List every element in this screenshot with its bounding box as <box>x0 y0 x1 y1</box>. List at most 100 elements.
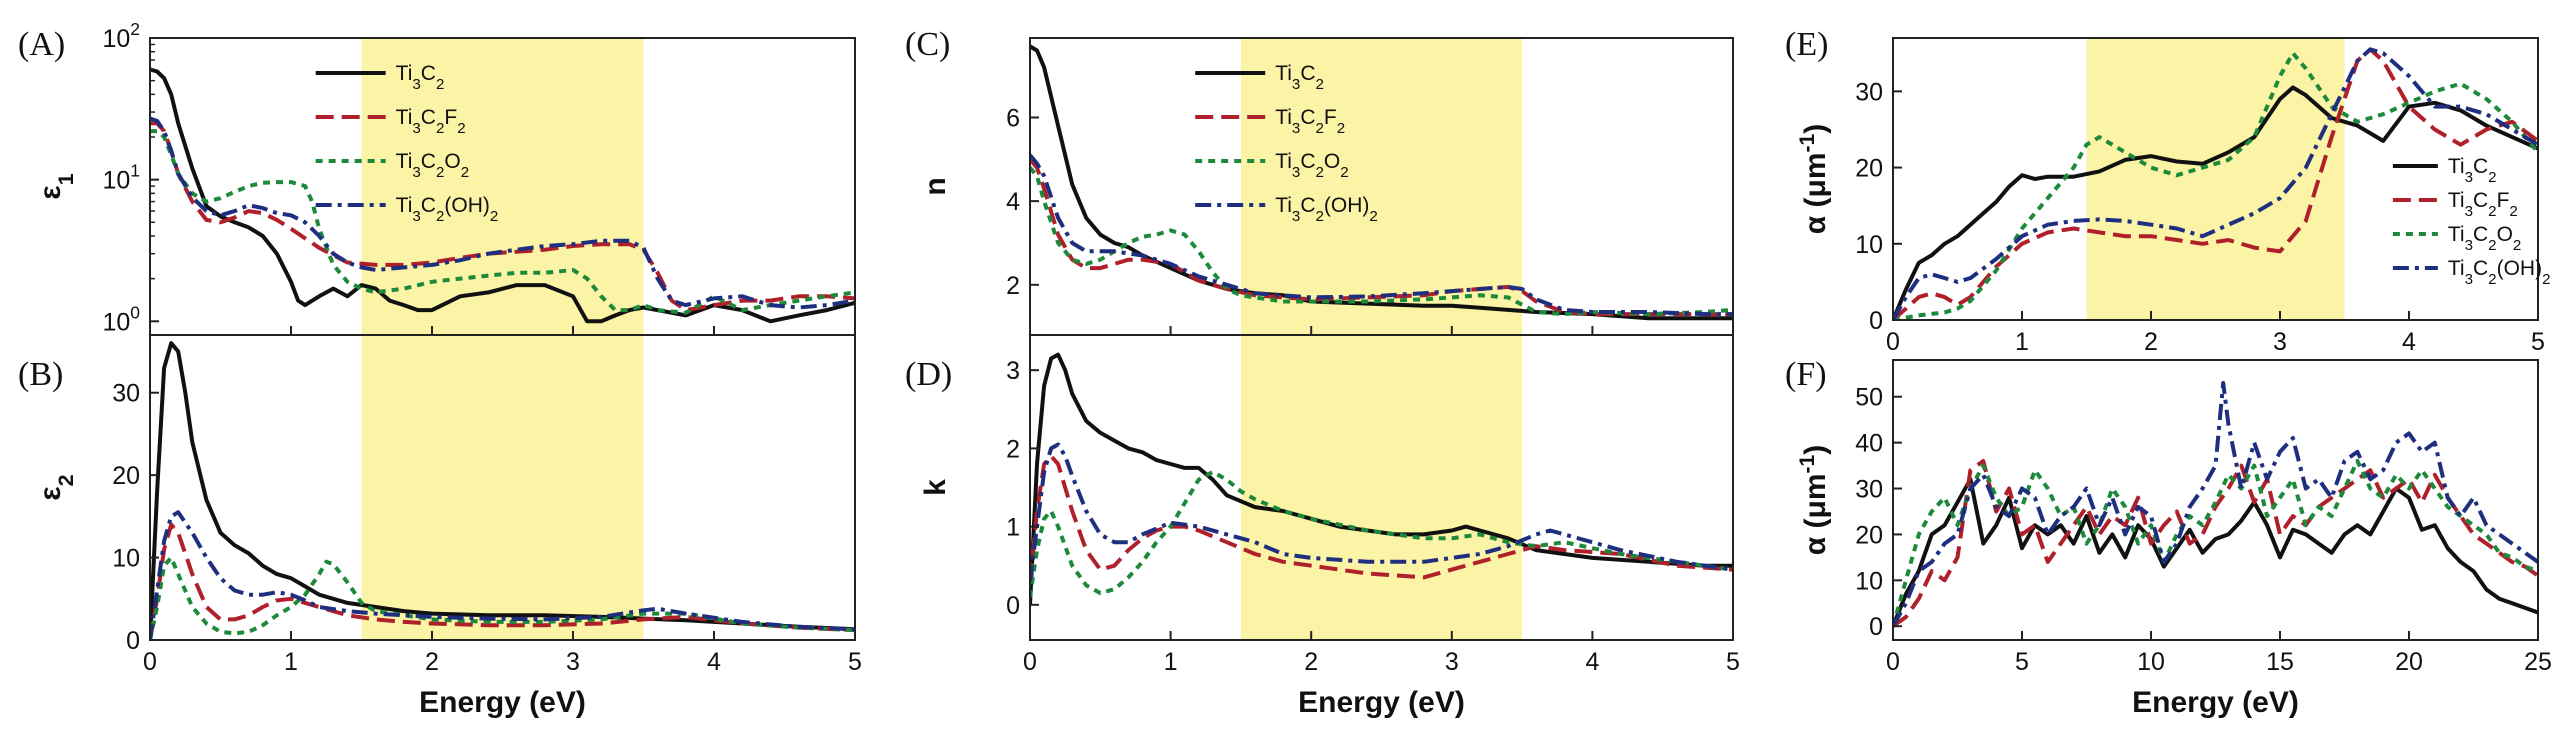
ticks: 0 1 2 3 4 5 0 10 20 30 <box>1855 78 2545 356</box>
y-tick-label: 30 <box>112 380 140 408</box>
series-line-ti3c2o2 <box>150 129 855 315</box>
series-line-ti3c2o2 <box>1030 469 1733 598</box>
panel-label: (B) <box>18 356 63 393</box>
legend-label-ti3c2: Ti3C2 <box>396 62 445 93</box>
legend-label-ti3c2oh2: Ti3C2(OH)2 <box>2448 257 2551 288</box>
legend-label-ti3c2o2: Ti3C2O2 <box>396 150 469 181</box>
highlight-band <box>1240 38 1523 335</box>
series-line-ti3c2oh2 <box>1893 381 2538 628</box>
y-tick-label: 0 <box>1006 592 1020 620</box>
highlight-band <box>2086 38 2345 320</box>
y-tick-label: 20 <box>112 462 140 490</box>
panel-label: (E) <box>1785 26 1828 63</box>
y-tick-label: 10 <box>112 545 140 573</box>
x-axis-label: Energy (eV) <box>2132 686 2299 719</box>
legend-label-ti3c2: Ti3C2 <box>2448 155 2497 186</box>
x-tick-label: 2 <box>1304 648 1318 676</box>
x-tick-label: 0 <box>1886 328 1900 356</box>
series-line-ti3c2oh2 <box>1893 47 2538 320</box>
x-tick-label: 3 <box>1445 648 1459 676</box>
y-tick-label: 6 <box>1006 104 1020 132</box>
panel-label: (F) <box>1785 356 1827 393</box>
x-axis-label: Energy (eV) <box>419 686 586 719</box>
series-line-ti3c2o2 <box>150 555 855 640</box>
legend-label-ti3c2oh2: Ti3C2(OH)2 <box>1275 194 1378 225</box>
y-axis-label: α (μm-1) <box>1796 124 1832 234</box>
y-axis-label: k <box>919 479 952 496</box>
series-group <box>1893 381 2538 628</box>
x-tick-label: 2 <box>2144 328 2158 356</box>
legend: Ti3C2 Ti3C2F2 Ti3C2O2 Ti3C2(OH)2 <box>1195 62 1378 225</box>
x-tick-label: 0 <box>1023 648 1037 676</box>
y-tick-label: 0 <box>1869 307 1883 335</box>
y-axis-label: α (μm-1) <box>1796 445 1832 555</box>
panel-label: (C) <box>905 26 950 63</box>
legend-label-ti3c2f2: Ti3C2F2 <box>1275 106 1345 137</box>
highlight-band <box>361 335 644 640</box>
plot-frame <box>1892 37 2539 321</box>
y-axis-label: ε1 <box>34 173 78 199</box>
series-line-ti3c2f2 <box>1030 454 1733 582</box>
y-tick-label: 2 <box>1006 435 1020 463</box>
legend-label-ti3c2oh2: Ti3C2(OH)2 <box>396 194 499 225</box>
x-tick-label: 3 <box>2273 328 2287 356</box>
ticks: 0 1 2 3 4 5 0 1 2 3 <box>1006 357 1740 676</box>
y-axis-label: n <box>919 177 952 195</box>
legend: Ti3C2 Ti3C2F2 Ti3C2O2 Ti3C2(OH)2 <box>315 62 499 225</box>
series-line-ti3c2 <box>1893 85 2538 320</box>
legend-label-ti3c2: Ti3C2 <box>1275 62 1324 93</box>
x-tick-label: 1 <box>284 648 298 676</box>
series-line-ti3c2f2 <box>150 522 855 640</box>
legend-label-ti3c2o2: Ti3C2O2 <box>1275 150 1348 181</box>
ticks: 0 1 2 3 4 5 0 10 20 30 <box>112 380 862 676</box>
panel-B: 0 1 2 3 4 5 0 10 20 30 (B) ε2 Energy (eV) <box>18 334 862 719</box>
series-line-ti3c2 <box>1893 477 2538 627</box>
x-tick-label: 4 <box>2402 328 2416 356</box>
legend-label-ti3c2o2: Ti3C2O2 <box>2448 223 2521 254</box>
x-axis-label: Energy (eV) <box>1298 686 1465 719</box>
series-line-ti3c2oh2 <box>150 116 855 310</box>
y-tick-label: 102 <box>102 19 140 53</box>
series-line-ti3c2oh2 <box>150 510 855 640</box>
y-tick-label: 0 <box>126 627 140 655</box>
series-group <box>1030 352 1733 605</box>
series-line-ti3c2oh2 <box>1030 153 1733 317</box>
y-tick-label: 50 <box>1855 384 1883 412</box>
x-tick-label: 5 <box>2531 328 2545 356</box>
y-tick-label: 30 <box>1855 476 1883 504</box>
ticks: 100 101 102 <box>102 19 856 336</box>
x-tick-label: 10 <box>2137 648 2165 676</box>
y-tick-label: 30 <box>1855 78 1883 106</box>
series-group <box>1030 44 1733 321</box>
x-tick-label: 4 <box>707 648 721 676</box>
y-tick-label: 100 <box>102 302 140 336</box>
series-line-ti3c2f2 <box>150 121 855 313</box>
panel-A: 100 101 102 (A) ε1 Ti3C2 Ti3C2F2 Ti3C2O2 Ti3C2(O… <box>18 19 856 336</box>
highlight-band <box>1240 335 1523 640</box>
y-tick-label: 3 <box>1006 357 1020 385</box>
y-tick-label: 2 <box>1006 272 1020 300</box>
x-tick-label: 1 <box>2015 328 2029 356</box>
y-axis-label: ε2 <box>34 474 78 500</box>
series-line-ti3c2o2 <box>1893 459 2538 627</box>
x-tick-label: 5 <box>2015 648 2029 676</box>
x-tick-label: 0 <box>1886 648 1900 676</box>
plot-frame <box>1892 359 2539 641</box>
panel-F: 0 5 10 15 20 25 0 10 20 30 40 50 (F) α (μm-1) Energy (… <box>1785 356 2552 719</box>
series-line-ti3c2f2 <box>1893 47 2538 320</box>
ticks: 0 5 10 15 20 25 0 10 20 30 40 50 <box>1855 384 2552 676</box>
x-tick-label: 5 <box>848 648 862 676</box>
x-tick-label: 4 <box>1585 648 1599 676</box>
x-tick-label: 0 <box>143 648 157 676</box>
y-tick-label: 4 <box>1006 188 1020 216</box>
y-tick-label: 20 <box>1855 155 1883 183</box>
x-tick-label: 5 <box>1726 648 1740 676</box>
y-tick-label: 40 <box>1855 430 1883 458</box>
series-line-ti3c2 <box>150 341 855 640</box>
legend-label-ti3c2f2: Ti3C2F2 <box>396 106 466 137</box>
series-line-ti3c2o2 <box>1893 51 2538 320</box>
series-group <box>150 67 855 324</box>
